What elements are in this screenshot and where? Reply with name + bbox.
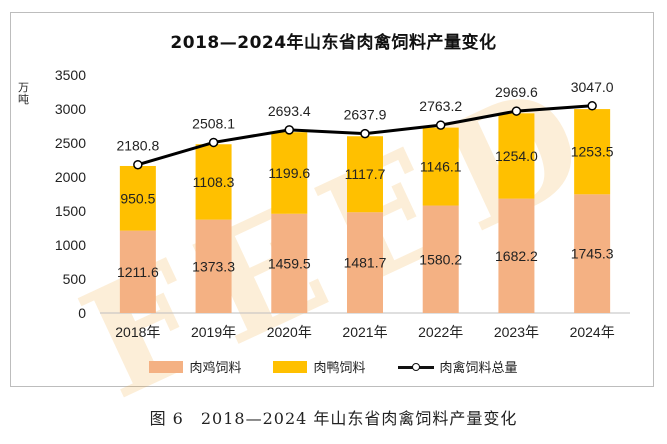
legend-swatch-total	[397, 361, 434, 373]
y-tick-label: 3000	[55, 101, 86, 117]
point-total-feed	[208, 137, 219, 148]
bar-duck-feed	[195, 144, 232, 220]
y-axis-unit-label: 万吨	[18, 81, 29, 106]
data-label-chicken-feed: 1580.2	[419, 251, 462, 267]
bar-duck-feed	[347, 136, 383, 213]
x-tick-label: 2019年	[191, 324, 236, 340]
legend-label-total: 肉禽饲料总量	[439, 361, 518, 376]
point-total-feed	[435, 120, 446, 130]
y-tick-label: 1500	[55, 203, 86, 219]
bar-chicken-feed	[271, 213, 308, 313]
data-label-total-feed: 3047.0	[571, 79, 614, 95]
data-label-total-feed: 2763.2	[419, 98, 462, 114]
bar-chicken-feed	[574, 194, 611, 313]
data-label-duck-feed: 1199.6	[268, 165, 310, 181]
data-label-duck-feed: 1108.3	[193, 174, 235, 190]
x-tick-label: 2020年	[267, 324, 312, 340]
data-label-duck-feed: 1117.7	[345, 166, 386, 182]
bar-duck-feed	[498, 113, 535, 199]
bar-duck-feed	[271, 132, 308, 214]
point-total-feed	[360, 128, 370, 139]
data-label-chicken-feed: 1481.7	[344, 255, 387, 271]
figure-caption: 图 6 2018—2024 年山东省肉禽饲料产量变化	[149, 409, 518, 428]
bar-chicken-feed	[347, 212, 383, 313]
legend-swatch-duck	[273, 360, 308, 373]
bar-chicken-feed	[119, 230, 156, 313]
chart-title: 2018—2024年山东省肉禽饲料产量变化	[170, 33, 497, 53]
data-label-chicken-feed: 1682.2	[495, 248, 538, 264]
x-tick-label: 2024年	[570, 324, 615, 340]
data-label-duck-feed: 950.5	[120, 190, 155, 206]
y-tick-label: 3500	[55, 67, 86, 83]
point-total-feed	[284, 125, 295, 135]
data-label-total-feed: 2693.4	[268, 103, 311, 119]
legend: 肉鸡饲料 肉鸭饲料 肉禽饲料总量	[0, 357, 667, 376]
y-tick-label: 0	[78, 305, 86, 321]
bar-duck-feed	[574, 109, 611, 195]
legend-item-total: 肉禽饲料总量	[397, 357, 518, 376]
legend-item-chicken: 肉鸡饲料	[149, 357, 241, 376]
x-tick-label: 2023年	[494, 324, 539, 340]
x-tick-label: 2022年	[418, 324, 463, 340]
data-label-duck-feed: 1253.5	[571, 144, 614, 160]
point-total-feed	[587, 101, 597, 111]
data-label-total-feed: 2180.8	[116, 138, 159, 154]
legend-item-duck: 肉鸭饲料	[273, 357, 366, 376]
y-tick-label: 2000	[55, 169, 86, 185]
point-total-feed	[133, 159, 143, 170]
bar-chicken-feed	[422, 205, 459, 313]
legend-label-chicken: 肉鸡饲料	[189, 361, 242, 376]
data-label-chicken-feed: 1745.3	[571, 246, 614, 262]
bar-chicken-feed	[195, 219, 232, 313]
data-label-total-feed: 2637.9	[344, 107, 387, 123]
x-tick-label: 2021年	[342, 324, 387, 340]
data-label-total-feed: 2508.1	[192, 115, 235, 131]
bar-chicken-feed	[498, 198, 535, 313]
bar-duck-feed	[119, 165, 156, 231]
legend-swatch-chicken	[149, 360, 184, 373]
bar-duck-feed	[422, 127, 459, 206]
data-label-total-feed: 2969.6	[495, 84, 538, 100]
data-label-chicken-feed: 1459.5	[268, 255, 311, 271]
y-tick-label: 2500	[55, 135, 86, 151]
data-label-duck-feed: 1254.0	[495, 148, 538, 164]
point-total-feed	[511, 106, 522, 116]
y-tick-label: 500	[63, 271, 87, 287]
data-label-chicken-feed: 1211.6	[117, 264, 159, 280]
x-tick-label: 2018年	[115, 324, 160, 340]
y-tick-label: 1000	[55, 237, 86, 253]
legend-label-duck: 肉鸭饲料	[313, 361, 366, 376]
data-label-duck-feed: 1146.1	[420, 159, 462, 175]
data-label-chicken-feed: 1373.3	[192, 258, 235, 274]
chart-frame	[10, 12, 654, 387]
